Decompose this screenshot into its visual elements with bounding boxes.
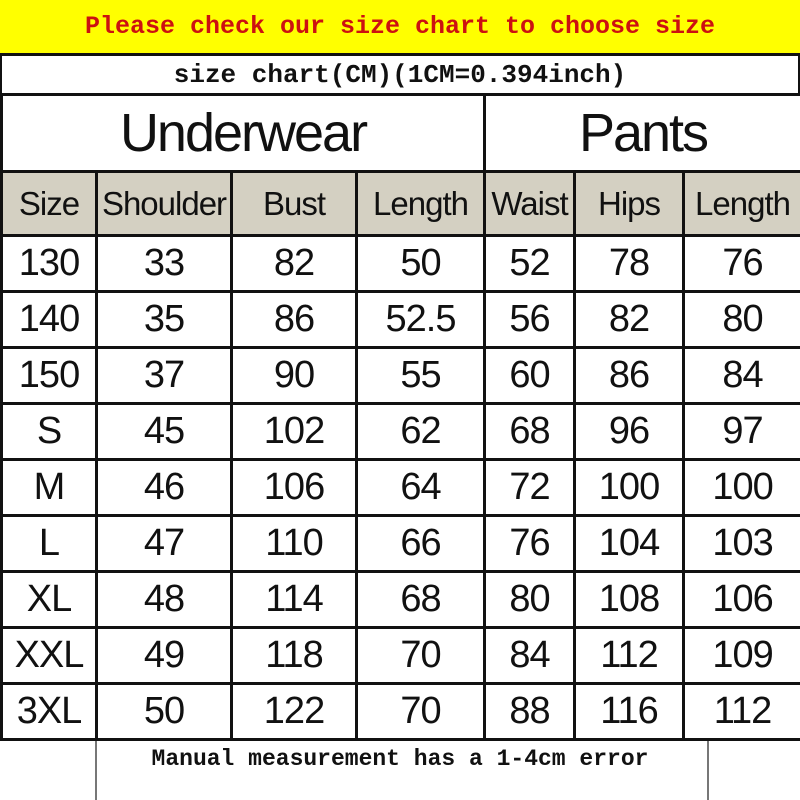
data-cell: 48 <box>95 570 233 629</box>
data-cell: 33 <box>95 234 233 293</box>
size-label-cell: XXL <box>0 626 98 685</box>
group-header-row: Underwear Pants <box>0 93 800 173</box>
table-row-3xl: 3XL 50 122 70 88 116 112 <box>0 682 800 741</box>
data-cell: 104 <box>573 514 685 573</box>
data-cell: 103 <box>681 514 800 573</box>
data-cell: 100 <box>681 458 800 517</box>
data-cell: 64 <box>355 458 486 517</box>
data-cell: 106 <box>681 570 800 629</box>
data-cell: 68 <box>355 570 486 629</box>
data-cell: 52 <box>483 234 576 293</box>
size-chart-table: Underwear Pants Size Shoulder Bust Lengt… <box>0 93 800 741</box>
data-cell: 122 <box>230 682 358 741</box>
size-label-cell: 130 <box>0 234 98 293</box>
data-cell: 50 <box>355 234 486 293</box>
data-cell: 84 <box>681 346 800 405</box>
data-cell: 112 <box>573 626 685 685</box>
col-header-hips: Hips <box>573 170 685 237</box>
size-label-cell: 140 <box>0 290 98 349</box>
col-header-length-underwear: Length <box>355 170 486 237</box>
data-cell: 82 <box>573 290 685 349</box>
data-cell: 109 <box>681 626 800 685</box>
data-cell: 72 <box>483 458 576 517</box>
data-cell: 56 <box>483 290 576 349</box>
data-cell: 66 <box>355 514 486 573</box>
footnote-divider-right <box>707 741 709 800</box>
data-cell: 47 <box>95 514 233 573</box>
data-cell: 52.5 <box>355 290 486 349</box>
col-header-shoulder: Shoulder <box>95 170 233 237</box>
data-cell: 55 <box>355 346 486 405</box>
footnote-row: Manual measurement has a 1-4cm error <box>0 741 800 800</box>
data-cell: 76 <box>483 514 576 573</box>
size-label-cell: S <box>0 402 98 461</box>
col-header-size: Size <box>0 170 98 237</box>
data-cell: 86 <box>573 346 685 405</box>
data-cell: 102 <box>230 402 358 461</box>
data-cell: 46 <box>95 458 233 517</box>
group-header-underwear: Underwear <box>0 93 486 173</box>
table-row-150: 150 37 90 55 60 86 84 <box>0 346 800 405</box>
footnote-divider-left <box>95 741 97 800</box>
data-cell: 100 <box>573 458 685 517</box>
data-cell: 82 <box>230 234 358 293</box>
data-cell: 80 <box>483 570 576 629</box>
data-cell: 49 <box>95 626 233 685</box>
column-header-row: Size Shoulder Bust Length Waist Hips Len… <box>0 170 800 237</box>
data-cell: 70 <box>355 682 486 741</box>
size-label-cell: 3XL <box>0 682 98 741</box>
data-cell: 86 <box>230 290 358 349</box>
size-label-cell: XL <box>0 570 98 629</box>
data-cell: 114 <box>230 570 358 629</box>
data-cell: 90 <box>230 346 358 405</box>
data-cell: 62 <box>355 402 486 461</box>
table-row-m: M 46 106 64 72 100 100 <box>0 458 800 517</box>
data-cell: 35 <box>95 290 233 349</box>
chart-subtitle: size chart(CM)(1CM=0.394inch) <box>0 56 800 93</box>
data-cell: 116 <box>573 682 685 741</box>
size-label-cell: L <box>0 514 98 573</box>
table-row-140: 140 35 86 52.5 56 82 80 <box>0 290 800 349</box>
data-cell: 68 <box>483 402 576 461</box>
data-cell: 45 <box>95 402 233 461</box>
data-cell: 96 <box>573 402 685 461</box>
footnote-text: Manual measurement has a 1-4cm error <box>151 746 649 772</box>
table-row-l: L 47 110 66 76 104 103 <box>0 514 800 573</box>
data-cell: 88 <box>483 682 576 741</box>
table-row-xl: XL 48 114 68 80 108 106 <box>0 570 800 629</box>
data-cell: 78 <box>573 234 685 293</box>
col-header-bust: Bust <box>230 170 358 237</box>
top-banner: Please check our size chart to choose si… <box>0 0 800 56</box>
size-label-cell: M <box>0 458 98 517</box>
data-cell: 76 <box>681 234 800 293</box>
group-header-pants: Pants <box>482 93 800 173</box>
col-header-length-pants: Length <box>681 170 800 237</box>
data-cell: 118 <box>230 626 358 685</box>
data-cell: 60 <box>483 346 576 405</box>
data-cell: 50 <box>95 682 233 741</box>
banner-text: Please check our size chart to choose si… <box>84 12 716 41</box>
size-label-cell: 150 <box>0 346 98 405</box>
data-cell: 110 <box>230 514 358 573</box>
data-cell: 106 <box>230 458 358 517</box>
data-cell: 108 <box>573 570 685 629</box>
data-cell: 37 <box>95 346 233 405</box>
data-cell: 112 <box>681 682 800 741</box>
table-row-s: S 45 102 62 68 96 97 <box>0 402 800 461</box>
data-cell: 84 <box>483 626 576 685</box>
table-row-130: 130 33 82 50 52 78 76 <box>0 234 800 293</box>
data-cell: 97 <box>681 402 800 461</box>
table-row-xxl: XXL 49 118 70 84 112 109 <box>0 626 800 685</box>
data-cell: 80 <box>681 290 800 349</box>
col-header-waist: Waist <box>483 170 576 237</box>
subtitle-text: size chart(CM)(1CM=0.394inch) <box>173 59 627 90</box>
data-cell: 70 <box>355 626 486 685</box>
